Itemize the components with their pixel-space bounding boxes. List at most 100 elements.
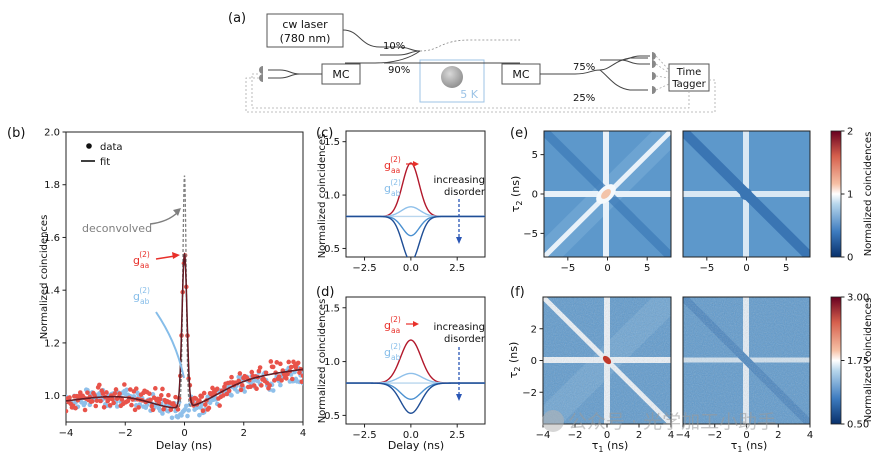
data-point-gaa <box>257 365 263 370</box>
data-point-gaa <box>104 390 109 395</box>
data-point-gaa <box>229 374 234 380</box>
colorbar-tick-label: 1.75 <box>847 356 869 367</box>
data-point-gab <box>270 388 276 393</box>
data-point-gaa <box>101 404 107 410</box>
panel-label-b: (b) <box>7 126 25 141</box>
colorbar-e-label: Normalized coincidences <box>863 132 874 257</box>
time-tagger-label-2: Tagger <box>671 79 706 90</box>
data-point-gaa <box>147 391 152 396</box>
data-point-gaa <box>100 391 106 396</box>
panel-e: (e) −5 0 5 −5 0 5 −5 0 5 τ2 (ns) 0 1 2 Normalized … <box>509 126 874 274</box>
disorder-label-d-2: disorder <box>444 334 486 345</box>
panel-d-ylabel: Normalized coincidences <box>317 299 328 424</box>
data-point-gaa <box>168 407 174 413</box>
panel-d-frame <box>345 296 486 425</box>
y-tick-label: 1.2 <box>44 338 60 349</box>
split-90-label: 90% <box>388 65 410 76</box>
data-point-gaa <box>224 391 230 397</box>
curve-g-2-ab-4 <box>346 382 485 414</box>
panel-b: (b) 1.0 1.2 1.4 1.6 1.8 2.0 −4 −2 0 2 4 Normalize… <box>7 126 306 452</box>
data-point-gaa <box>201 390 207 396</box>
right-coupler-top <box>600 55 650 65</box>
panel-f-ylabel: τ2 (ns) <box>507 342 522 379</box>
panel-d-xlabel: Delay (ns) <box>388 439 444 452</box>
data-point-gaa <box>77 390 83 395</box>
data-point-gaa <box>122 382 127 387</box>
data-point-gaa <box>158 393 164 398</box>
data-point-gaa <box>193 396 199 401</box>
data-point-gaa <box>166 392 171 398</box>
gab-label-c: gab(2) <box>384 178 401 198</box>
x-tick-label: 0 <box>743 430 749 441</box>
x-tick-label: 2.5 <box>449 430 465 441</box>
laser-box <box>266 13 344 48</box>
gaa-arrowhead-b <box>172 252 180 259</box>
disorder-label-c-1: increasing <box>434 175 485 186</box>
gaa-arrowhead-d <box>413 321 419 327</box>
data-point-gaa <box>237 371 243 376</box>
data-point-gab <box>251 378 257 383</box>
data-point-gaa <box>150 407 156 413</box>
data-point-gab <box>229 393 234 398</box>
data-point-gaa <box>107 403 113 408</box>
colorbar-f <box>830 296 842 425</box>
panel-label-d: (d) <box>316 285 334 300</box>
data-point-gaa <box>197 398 202 403</box>
watermark-text: 公众号 · 光学加工小助手 <box>568 411 776 433</box>
x-tick-label: 0.0 <box>403 430 419 441</box>
y-tick-label: 1.0 <box>324 357 340 368</box>
y-tick-label: 1.4 <box>44 286 60 297</box>
data-point-gaa <box>278 361 283 367</box>
data-point-gab <box>183 403 189 409</box>
data-point-gab <box>124 387 130 393</box>
split-75-label: 75% <box>573 62 595 73</box>
panel-e-ylabel: τ2 (ns) <box>509 176 524 213</box>
time-tagger-label-1: Time <box>676 67 701 78</box>
data-point-gaa <box>161 406 166 412</box>
y-tick-label: 0 <box>532 190 538 201</box>
data-point-gab <box>179 413 184 418</box>
data-point-gaa <box>270 364 276 370</box>
gaa-label-c: gaa(2) <box>384 155 401 175</box>
data-point-gaa <box>66 408 69 414</box>
x-tick-label: −2 <box>707 430 722 441</box>
fit-curve-gaa <box>66 252 303 409</box>
disorder-label-c-2: disorder <box>444 187 486 198</box>
x-tick-label: 0.0 <box>403 263 419 274</box>
laser-wavelength: (780 nm) <box>280 32 331 45</box>
data-point-gaa <box>267 383 272 388</box>
data-point-gaa <box>113 387 119 392</box>
laser-label: cw laser <box>282 18 328 31</box>
x-tick-label: 0 <box>604 263 610 274</box>
data-point-gaa <box>251 383 257 388</box>
detector-right-4 <box>652 86 656 94</box>
data-point-gaa <box>263 370 269 376</box>
deconvolved-label: deconvolved <box>82 222 152 235</box>
heatmap-e-right <box>683 131 810 257</box>
data-point-gaa <box>73 405 78 411</box>
gaa-arrow-b <box>155 255 176 260</box>
curve-g-2-ab-1 <box>346 206 485 218</box>
legend-fit-label: fit <box>100 157 110 168</box>
data-point-gaa <box>293 365 299 370</box>
y-tick-label: −5 <box>523 229 538 240</box>
data-point-gaa <box>291 359 296 365</box>
curve-g-2-ab-4 <box>346 215 485 257</box>
y-tick-label: 1.6 <box>44 233 60 244</box>
data-point-gaa <box>272 378 277 383</box>
x-tick-label: −4 <box>676 430 691 441</box>
colorbar-f-label: Normalized coincidences <box>863 298 874 423</box>
disorder-label-d-1: increasing <box>434 322 485 333</box>
data-point-gaa <box>268 359 274 364</box>
data-point-gab <box>186 408 191 413</box>
x-tick-label: 4 <box>807 430 813 441</box>
left-coupler <box>268 69 322 79</box>
y-tick-label: 1.0 <box>324 191 340 202</box>
data-point-gab <box>185 413 190 419</box>
mc-left-label: MC <box>332 68 349 81</box>
split-25-label: 25% <box>573 93 595 104</box>
panel-label-f: (f) <box>510 285 525 300</box>
detector-left-bottom <box>259 74 263 82</box>
mc-right-label: MC <box>512 68 529 81</box>
data-point-gaa <box>112 391 118 396</box>
